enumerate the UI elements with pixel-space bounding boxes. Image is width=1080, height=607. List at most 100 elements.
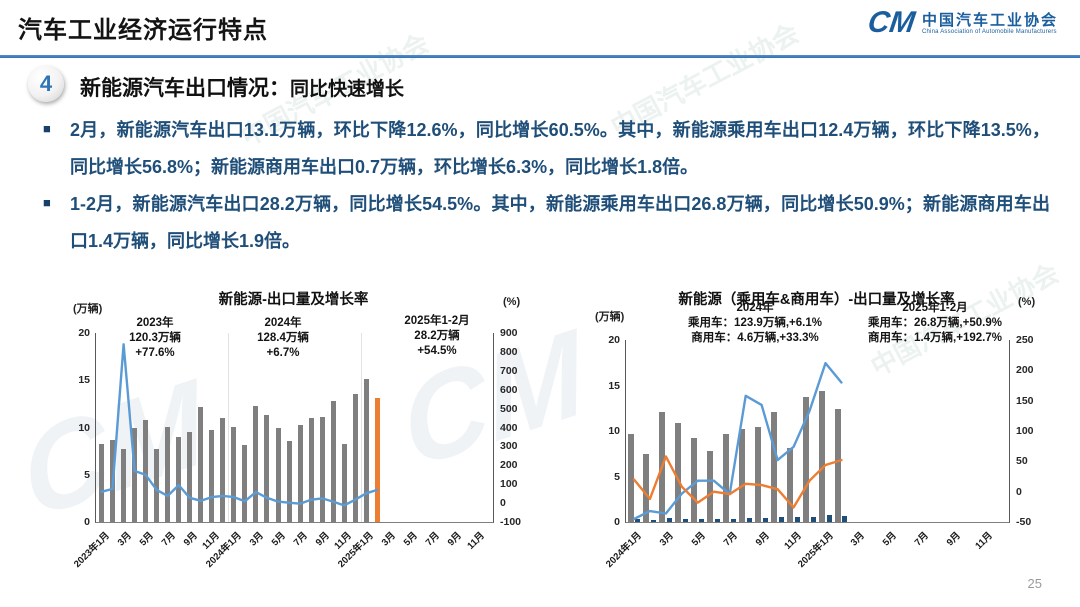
x-axis-tick-label: 11月 [464,530,487,552]
commercial-export-volume-bar [826,514,832,522]
y-axis-tick-label: 0 [1016,485,1022,498]
right-axis-unit-label: (%) [1018,296,1036,308]
nev-export-volume-bar [352,394,358,522]
annotation-line: +54.5% [417,345,457,358]
commercial-growth-line [632,361,843,521]
x-axis-tick-label: 7月 [912,530,932,549]
x-axis-tick-label: 7月 [721,530,740,549]
passenger-export-volume-bar [707,451,714,522]
y-axis-tick-label: 200 [1016,364,1034,377]
passenger-export-volume-bar [834,409,841,522]
commercial-export-volume-bar [842,515,848,522]
annotation-2023: 2023年 120.3万辆 +77.6% [85,316,225,362]
pv-cv-export-volume-growth-chart: 新能源（乘用车&商用车）-出口量及增长率 (万辆) (%) 2024年 乘用车：… [555,288,1080,598]
x-axis-tick-label: 9月 [753,530,772,549]
caam-logo-subtitle: China Association of Automobile Manufact… [921,28,1057,35]
x-axis-tick-label: 5月 [401,530,421,549]
nev-export-growth-line [100,343,379,507]
x-axis-tick-label: 3月 [657,530,676,549]
y-axis-tick-label: 0 [614,516,620,528]
annotation-line: 乘用车：123.9万辆,+6.1% [688,317,822,330]
y-axis-tick-label: 400 [500,421,518,434]
nev-export-volume-bar [242,444,248,522]
commercial-export-volume-bar [698,519,704,522]
y-axis-tick-label: 700 [500,364,518,377]
passenger-growth-line [632,455,843,509]
commercial-export-volume-bar [762,518,768,522]
bullet-item: ■ 1-2月，新能源汽车出口28.2万辆，同比增长54.5%。其中，新能源乘用车… [40,186,1052,260]
y-axis-tick-label: 15 [608,379,620,392]
annotation-line: 28.2万辆 [414,330,460,343]
nev-export-volume-bar [341,443,347,522]
right-axis-unit-label: (%) [503,296,521,308]
header-divider [0,55,1080,58]
commercial-export-volume-bar [746,518,752,522]
y-axis-tick-label: 0 [84,516,90,528]
nev-export-volume-bar [187,432,193,522]
section-subheading-text: 同比快速增长 [290,79,405,100]
y-axis-tick-label: 10 [608,425,620,437]
page-title: 汽车工业经济运行特点 [18,17,268,44]
nev-export-volume-bar [308,418,314,522]
passenger-export-volume-bar [627,433,634,522]
y-axis-tick-label: 5 [614,470,620,483]
y-axis-tick-label: 20 [608,334,620,346]
annotation-line: 商用车：4.6万辆,+33.3% [691,332,819,345]
x-axis-tick-label: 3月 [247,530,266,549]
y-axis-tick-label: 900 [500,327,518,339]
nev-export-volume-bar [165,426,171,522]
nev-export-volume-bar [363,379,369,522]
chart-title: 新能源-出口量及增长率 [218,292,369,308]
x-axis-tick-label: 5月 [689,530,708,549]
annotation-line: 2024年 [736,302,774,314]
commercial-export-volume-bar [682,519,688,522]
y-axis-tick-label: -100 [500,516,522,528]
x-axis-tick-label: 3月 [115,530,134,549]
chart-line-layer [100,343,379,507]
y-axis-tick-label: 0 [500,497,506,510]
x-axis-tick-label: 11月 [781,530,804,552]
annotation-line: 2023年 [136,317,174,329]
nev-export-volume-bar [253,405,259,522]
x-axis-tick-label: 9月 [944,530,963,549]
x-axis-tick-label: 3月 [379,530,399,549]
x-axis-tick-label: 9月 [313,530,332,549]
y-axis-tick-label: 100 [1016,425,1034,437]
nev-export-volume-bar [198,406,204,522]
year-divider-line [228,333,230,522]
x-axis-tick-label: 9月 [446,530,465,549]
commercial-export-volume-bar [666,518,672,522]
x-axis-tick-label: 11月 [973,530,995,552]
passenger-export-volume-bar [643,453,650,522]
nev-export-volume-bar [264,415,270,522]
left-axis-unit-label: (万辆) [73,303,103,315]
x-axis-tick-label: 3月 [849,530,868,549]
annotation-2024: 2024年 乘用车：123.9万辆,+6.1% 商用车：4.6万辆,+33.3% [665,301,845,347]
plot-area: 0 5 10 15 20 250 200 150 100 50 0 -50 2024年1月 3月 5月 7月 9… [604,334,1034,570]
commercial-export-volume-bar [635,519,640,522]
passenger-export-volume-bar [771,411,778,522]
y-axis-tick-label: 50 [1016,455,1028,468]
section-heading-text: 新能源汽车出口情况： [80,77,290,100]
bullet-text: 2月，新能源汽车出口13.1万辆，环比下降12.6%，同比增长60.5%。其中，… [70,120,1050,177]
x-axis-tick-label: 2024年1月 [604,530,644,571]
bullet-text: 1-2月，新能源汽车出口28.2万辆，同比增长54.5%。其中，新能源乘用车出口… [70,194,1050,251]
annotation-line: +77.6% [135,347,175,360]
chart-title: 新能源（乘用车&商用车）-出口量及增长率 [678,292,955,308]
x-axis-tick-label: 7月 [159,530,178,549]
commercial-export-volume-bar [730,519,736,522]
annotation-line: 商用车：1.4万辆,+192.7% [868,332,1002,345]
passenger-export-volume-bar [675,422,682,522]
bullet-square-icon: ■ [43,121,51,136]
nev-export-volume-bar [209,430,215,522]
passenger-export-volume-bar [819,391,825,522]
section-heading: 新能源汽车出口情况：同比快速增长 [80,72,404,102]
nev-export-volume-growth-chart: 新能源-出口量及增长率 (万辆) (%) 2023年 120.3万辆 +77.6… [40,288,540,598]
nev-export-volume-bar [319,417,325,522]
passenger-export-volume-bar [723,433,730,522]
chart-line-layer [632,361,843,521]
annotation-line: 2024年 [264,317,302,329]
annotation-2025: 2025年1-2月 28.2万辆 +54.5% [367,314,507,360]
annotation-line: 128.4万辆 [257,332,309,345]
